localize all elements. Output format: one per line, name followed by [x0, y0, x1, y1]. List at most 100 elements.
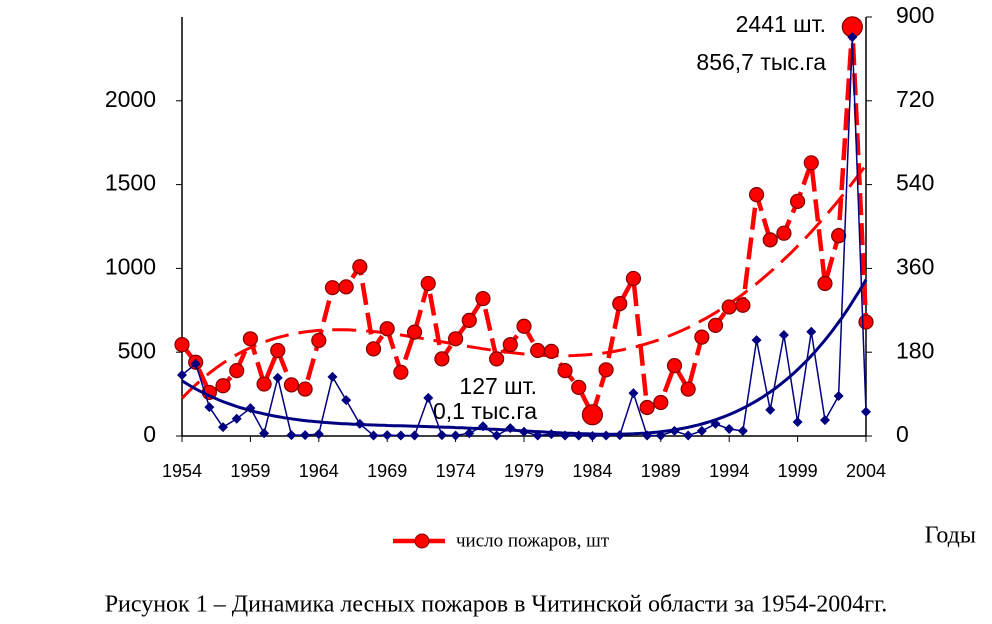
x-tick-label: 1969: [367, 461, 407, 481]
data-point: [502, 337, 518, 353]
data-point: [382, 430, 393, 441]
data-point: [724, 424, 735, 435]
data-point: [557, 363, 573, 379]
data-point: [300, 430, 311, 441]
data-point: [587, 430, 598, 441]
data-point: [573, 430, 584, 441]
x-axis-label: Годы: [925, 523, 976, 549]
data-point: [694, 329, 710, 345]
annotation: 127 шт.: [459, 373, 537, 399]
data-point: [601, 430, 612, 441]
data-point: [721, 299, 737, 315]
data-point: [272, 372, 283, 383]
x-tick-label: 1974: [436, 461, 476, 481]
y2-tick-label: 720: [896, 86, 934, 112]
data-point: [259, 428, 270, 439]
data-point: [215, 378, 231, 394]
data-point: [833, 390, 844, 401]
data-point: [229, 363, 245, 379]
data-point: [395, 430, 406, 441]
data-point: [324, 280, 341, 296]
annotation: 2441 шт.: [736, 11, 826, 37]
data-point: [748, 187, 765, 203]
y-tick-label: 0: [143, 421, 156, 447]
y-tick-label: 1000: [105, 253, 156, 279]
y-tick-label: 2000: [105, 86, 156, 112]
data-point: [598, 362, 614, 378]
data-point: [792, 417, 803, 428]
series-line: [180, 26, 869, 421]
data-point: [491, 430, 502, 441]
data-point: [436, 430, 447, 441]
data-point: [696, 425, 707, 436]
data-point: [639, 399, 655, 416]
data-point: [270, 342, 286, 359]
data-point: [174, 337, 190, 353]
caption: Рисунок 1 – Динамика лесных пожаров в Чи…: [105, 592, 888, 618]
data-point: [434, 351, 450, 367]
data-point: [560, 430, 571, 441]
data-point: [765, 404, 776, 415]
data-point: [245, 403, 256, 414]
x-tick-label: 1964: [299, 461, 339, 481]
x-tick-label: 1979: [504, 461, 544, 481]
data-point: [489, 351, 505, 367]
y-tick-label: 500: [118, 337, 156, 363]
data-point: [519, 426, 529, 437]
legend-marker: [414, 533, 430, 549]
annotation: 0,1 тыс.га: [433, 398, 537, 424]
data-point: [817, 275, 833, 292]
data-point: [461, 312, 477, 328]
data-point: [256, 376, 272, 392]
data-point: [190, 358, 201, 369]
data-point: [231, 413, 242, 424]
data-point: [204, 402, 215, 413]
data-point: [379, 321, 395, 337]
x-tick-label: 1984: [572, 461, 612, 481]
y-tick-label: 1500: [105, 170, 156, 196]
legend-label: число пожаров, шт: [456, 530, 610, 551]
data-point: [532, 430, 543, 441]
data-point: [423, 392, 434, 403]
data-point: [218, 422, 229, 433]
data-point: [806, 326, 817, 337]
data-point: [477, 421, 488, 432]
data-point: [819, 415, 830, 426]
data-point: [669, 425, 680, 436]
y2-tick-label: 180: [896, 337, 934, 363]
data-point: [505, 423, 516, 434]
data-point: [530, 342, 546, 359]
data-point: [368, 430, 379, 441]
data-point: [352, 259, 368, 275]
data-point: [286, 430, 297, 441]
y2-tick-label: 540: [896, 170, 934, 196]
data-point: [420, 275, 436, 292]
data-point: [581, 404, 604, 426]
data-point: [642, 430, 653, 441]
x-tick-label: 1959: [230, 461, 270, 481]
y2-tick-label: 0: [896, 421, 909, 447]
data-point: [847, 32, 858, 43]
data-point: [475, 290, 491, 307]
data-point: [707, 317, 724, 333]
data-point: [283, 377, 300, 393]
y2-tick-label: 900: [896, 2, 934, 28]
annotation: 856,7 тыс.га: [696, 49, 826, 75]
data-point: [655, 430, 666, 441]
data-point: [683, 430, 694, 441]
data-point: [365, 341, 382, 357]
data-point: [861, 406, 871, 417]
data-point: [406, 324, 423, 340]
x-tick-label: 1954: [162, 461, 202, 481]
data-point: [612, 295, 628, 312]
x-tick-label: 1989: [641, 461, 681, 481]
data-point: [409, 430, 420, 441]
data-point: [614, 430, 625, 441]
x-tick-label: 1999: [778, 461, 818, 481]
data-point: [450, 430, 461, 441]
data-point: [546, 429, 557, 440]
trend-line: [180, 164, 868, 400]
data-point: [762, 232, 778, 248]
data-point: [464, 428, 475, 439]
data-point: [625, 270, 642, 287]
